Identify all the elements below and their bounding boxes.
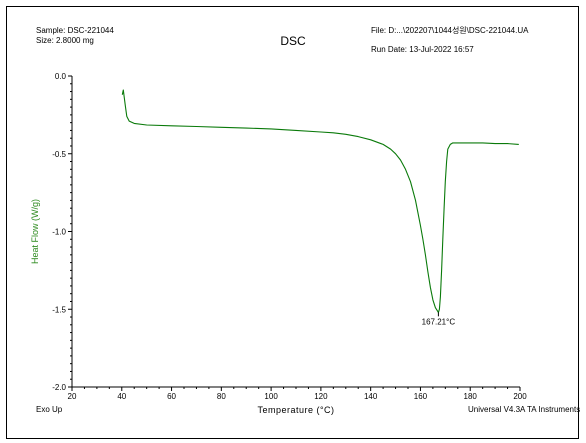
exo-up-label: Exo Up	[36, 405, 63, 414]
x-tick-label: 60	[167, 392, 176, 401]
x-tick-label: 80	[217, 392, 226, 401]
x-tick-label: 140	[364, 392, 378, 401]
chart-frame	[6, 6, 579, 439]
sample-label: Sample: DSC-221044	[36, 26, 114, 35]
y-axis-label: Heat Flow (W/g)	[30, 199, 40, 264]
y-tick-label: -0.5	[52, 150, 66, 159]
x-tick-label: 20	[68, 392, 77, 401]
x-tick-label: 180	[464, 392, 478, 401]
y-tick-label: 0.0	[55, 72, 67, 81]
peak-annotation: 167.21°C	[422, 317, 456, 326]
heat-flow-curve	[121, 89, 519, 313]
x-tick-label: 40	[117, 392, 126, 401]
file-label: File: D:...\202207\1044성원\DSC-221044.UA	[371, 26, 529, 35]
instrument-label: Universal V4.3A TA Instruments	[468, 405, 581, 414]
y-tick-label: -1.5	[52, 305, 66, 314]
chart-title: DSC	[280, 34, 306, 48]
run-date-label: Run Date: 13-Jul-2022 16:57	[371, 45, 474, 54]
x-tick-label: 100	[264, 392, 278, 401]
x-axis-label: Temperature (°C)	[257, 405, 334, 415]
size-label: Size: 2.8000 mg	[36, 36, 94, 45]
x-tick-label: 160	[414, 392, 428, 401]
x-tick-label: 200	[513, 392, 527, 401]
x-tick-label: 120	[314, 392, 328, 401]
y-tick-label: -1.0	[52, 228, 66, 237]
y-tick-label: -2.0	[52, 383, 66, 392]
